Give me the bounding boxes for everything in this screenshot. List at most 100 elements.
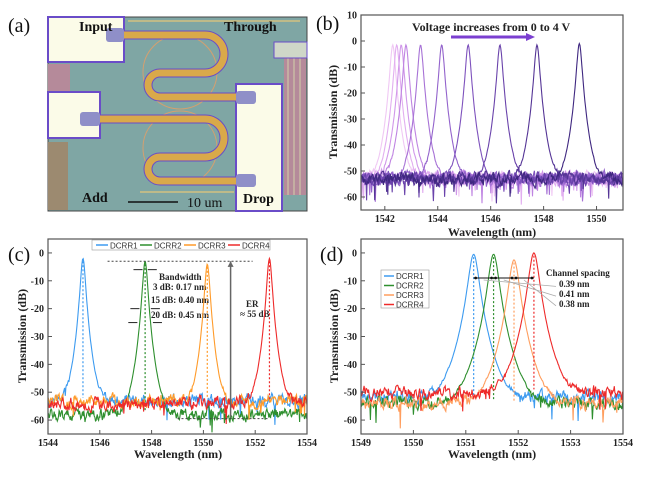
- legend: [380, 269, 430, 309]
- x-axis-label: Wavelength (nm): [448, 225, 536, 239]
- series-line-curve-8: [361, 43, 623, 202]
- spacing-arrow-head: [494, 276, 497, 280]
- port-drop-label: Drop: [243, 192, 274, 207]
- y-tick-label: 0: [352, 37, 357, 48]
- er-label: ER: [246, 299, 259, 309]
- legend-label: DCRR2: [396, 282, 424, 291]
- y-tick-label: -30: [31, 332, 44, 343]
- y-tick-label: -20: [344, 89, 357, 100]
- plot-area: [361, 41, 623, 205]
- series-line-dcrr3: [361, 259, 623, 429]
- spacing-arrow-head: [474, 276, 478, 280]
- channel-spacing-title: Channel spacing: [546, 268, 610, 278]
- x-tick-label: 1553: [561, 438, 581, 449]
- panel-d-label: (d): [320, 244, 343, 266]
- x-tick-label: 1544: [38, 438, 58, 449]
- y-tick-label: -50: [344, 167, 357, 178]
- x-axis-label: Wavelength (nm): [134, 447, 222, 461]
- spacing-pointer: [483, 279, 557, 287]
- y-tick-label: -10: [344, 63, 357, 74]
- series-line-curve-10: [361, 41, 623, 197]
- bandwidth-3db: 3 dB: 0.17 nm: [153, 282, 207, 292]
- panel-d-chart: (d) Wavelength (nm) Transmission (dB) Ch…: [320, 238, 633, 461]
- panel-b-label: (b): [316, 13, 339, 35]
- x-tick-label: 1544: [428, 214, 448, 225]
- y-tick-label: 0: [39, 248, 44, 259]
- y-tick-label: 0: [352, 248, 357, 259]
- port-add-label: Add: [82, 191, 108, 206]
- legend-label: DCRR1: [396, 272, 424, 281]
- scale-bar-label: 10 um: [187, 196, 223, 211]
- y-tick-label: -40: [31, 360, 44, 371]
- y-tick-label: -30: [344, 115, 357, 126]
- panel-a-label: (a): [8, 15, 30, 37]
- y-tick-label: -60: [344, 416, 357, 427]
- y-tick-label: -10: [31, 276, 44, 287]
- x-axis-label: Wavelength (nm): [448, 447, 536, 461]
- y-axis-label: Transmission (dB): [15, 289, 29, 383]
- spacing-arrow-head: [530, 276, 534, 280]
- y-tick-label: -40: [344, 141, 357, 152]
- spacing-arrow-head: [514, 276, 518, 280]
- legend-label: DCRR1: [110, 242, 138, 251]
- spacing-arrow-head: [490, 276, 493, 280]
- x-tick-label: 1548: [142, 438, 162, 449]
- y-tick-label: -40: [344, 360, 357, 371]
- panel-c-label: (c): [8, 244, 30, 266]
- channel-spacing-2: 0.41 nm: [559, 289, 590, 299]
- bandwidth-20db: 20 dB: 0.45 nm: [151, 310, 210, 320]
- x-tick-label: 1546: [90, 438, 110, 449]
- x-tick-label: 1548: [534, 214, 554, 225]
- y-tick-label: -20: [344, 304, 357, 315]
- x-tick-label: 1552: [508, 438, 528, 449]
- plot-area: [48, 256, 307, 433]
- micrograph-image: [47, 16, 308, 212]
- x-tick-label: 1542: [375, 214, 395, 225]
- x-tick-label: 1546: [481, 214, 501, 225]
- y-tick-label: -50: [31, 388, 44, 399]
- y-tick-label: -20: [31, 304, 44, 315]
- bandwidth-15db: 15 dB: 0.40 nm: [151, 295, 210, 305]
- spacing-pointer: [503, 279, 557, 297]
- x-tick-label: 1550: [403, 438, 423, 449]
- voltage-annotation: Voltage increases from 0 to 4 V: [412, 20, 571, 34]
- series-line-dcrr3: [48, 262, 307, 420]
- spacing-arrow-head: [510, 276, 514, 280]
- voltage-arrow: [451, 33, 535, 41]
- panel-c-chart: (c) Wavelength (nm) Transmission (dB) Ba…: [8, 238, 317, 461]
- x-tick-label: 1554: [297, 438, 317, 449]
- series-line-dcrr4: [48, 256, 307, 425]
- legend-label: DCRR3: [396, 291, 424, 300]
- bandwidth-title: Bandwidth: [159, 272, 202, 282]
- x-tick-label: 1550: [587, 214, 607, 225]
- y-tick-label: -60: [31, 416, 44, 427]
- channel-spacing-1: 0.39 nm: [559, 279, 590, 289]
- legend-label: DCRR2: [154, 242, 182, 251]
- legend: [91, 239, 271, 251]
- y-tick-label: -60: [344, 193, 357, 204]
- er-arrowhead: [227, 261, 234, 267]
- legend-label: DCRR3: [198, 242, 226, 251]
- series-line-dcrr4: [361, 252, 623, 412]
- y-tick-label: -50: [344, 388, 357, 399]
- port-input-label: Input: [79, 20, 113, 35]
- port-through-label: Through: [224, 20, 277, 35]
- plot-area: [361, 252, 623, 429]
- x-tick-label: 1549: [351, 438, 371, 449]
- spacing-pointer: [523, 279, 557, 307]
- legend-label: DCRR4: [242, 242, 270, 251]
- x-tick-label: 1550: [193, 438, 213, 449]
- series-line-dcrr2: [48, 261, 307, 433]
- channel-spacing-3: 0.38 nm: [559, 299, 590, 309]
- y-tick-label: -30: [344, 332, 357, 343]
- er-value: ≈ 55 dB: [240, 309, 269, 319]
- y-axis-label: Transmission (dB): [327, 289, 341, 383]
- x-tick-label: 1554: [613, 438, 633, 449]
- plot-frame: [360, 14, 624, 211]
- legend-label: DCRR4: [396, 301, 424, 310]
- panel-a: (a) Input Th: [8, 15, 308, 212]
- y-axis-label: Transmission (dB): [326, 65, 340, 159]
- x-tick-label: 1551: [456, 438, 476, 449]
- y-tick-label: -10: [344, 276, 357, 287]
